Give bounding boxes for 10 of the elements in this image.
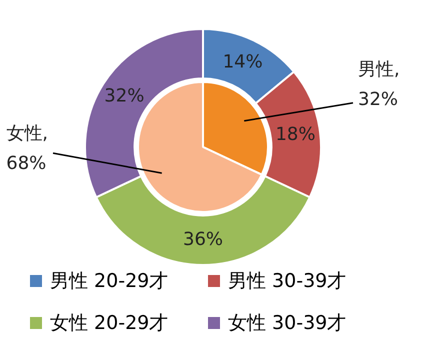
data-label: 男性, 32% — [358, 58, 400, 110]
data-label: 18% — [275, 124, 316, 145]
legend-label: 男性 20-29才 — [50, 269, 168, 294]
legend-label: 男性 30-39才 — [228, 269, 346, 294]
data-label: 14% — [222, 51, 263, 72]
legend-label: 女性 20-29才 — [50, 311, 168, 336]
legend-label: 女性 30-39才 — [228, 311, 346, 336]
data-label: 女性, 68% — [6, 123, 48, 174]
data-label: 32% — [104, 86, 144, 107]
data-label: 36% — [182, 228, 224, 250]
